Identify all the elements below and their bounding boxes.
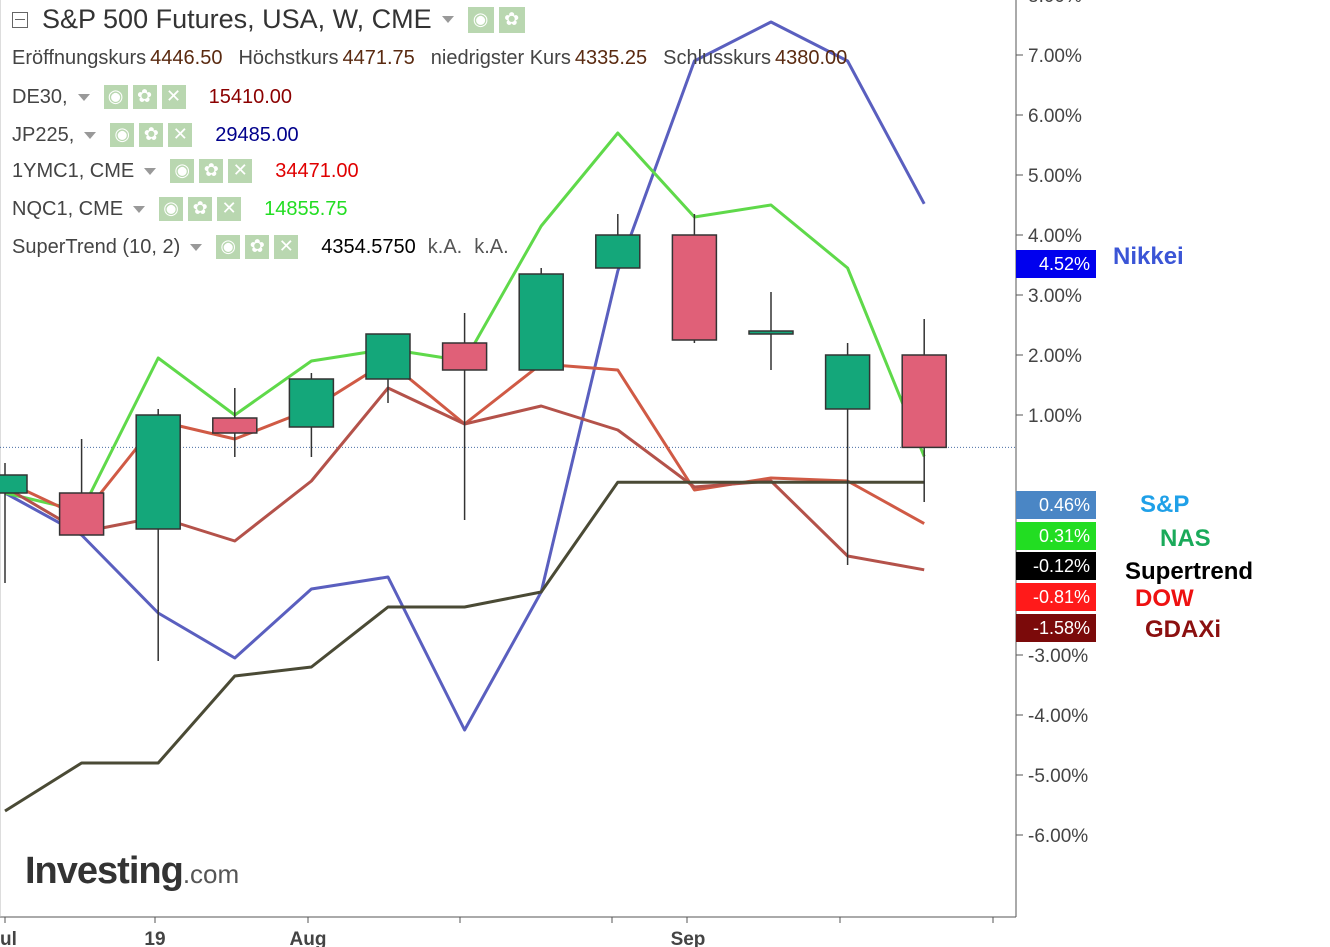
label-nas: NAS: [1160, 525, 1211, 552]
label-gdaxi: GDAXi: [1145, 616, 1222, 643]
candle-body: [901, 354, 947, 449]
logo-suffix: .com: [182, 859, 240, 889]
y-tick-label: -3.00%: [1028, 646, 1088, 667]
candle-body: [748, 330, 794, 335]
x-tick-label: Aug: [290, 929, 327, 947]
x-tick-label: Sep: [671, 929, 706, 947]
y-tick-label: 2.00%: [1028, 346, 1082, 367]
tag-nas: 0.31%: [1016, 522, 1096, 550]
investing-logo: Investing.com: [25, 850, 239, 893]
tag-sp: 0.46%: [1016, 491, 1096, 519]
y-tick-label: 7.00%: [1028, 46, 1082, 67]
y-tick-label: -6.00%: [1028, 826, 1088, 847]
candle-body: [212, 417, 258, 434]
y-tick-label: 3.00%: [1028, 286, 1082, 307]
candle-body: [58, 492, 105, 536]
y-tick-label: 4.00%: [1028, 226, 1082, 247]
y-tick-label: -4.00%: [1028, 706, 1088, 727]
y-tick-label: 8.00%: [1028, 0, 1082, 7]
tag-supertrend: -0.12%: [1016, 552, 1096, 580]
y-tick-label: -5.00%: [1028, 766, 1088, 787]
candle-body: [135, 414, 181, 530]
tag-dow: -0.81%: [1016, 583, 1096, 611]
y-tick-label: 6.00%: [1028, 106, 1082, 127]
candles-layer: [0, 214, 947, 661]
candle-body: [0, 474, 28, 494]
series-line-supertrend: [4, 480, 925, 813]
x-tick-label: 19: [144, 929, 165, 947]
candle-body: [441, 342, 488, 371]
logo-main: Investing: [25, 850, 184, 892]
tag-gdaxi: -1.58%: [1016, 614, 1096, 642]
y-tick-label: 1.00%: [1028, 406, 1082, 427]
candle-body: [671, 234, 718, 341]
candle-body: [365, 333, 411, 380]
candle-body: [518, 273, 564, 371]
candle-body: [288, 378, 335, 428]
x-tick-label: ul: [0, 929, 17, 947]
tag-nikkei: 4.52%: [1016, 250, 1096, 278]
label-nikkei: Nikkei: [1113, 243, 1184, 270]
candle-body: [824, 354, 871, 410]
label-sp: S&P: [1140, 491, 1190, 518]
label-supertrend: Supertrend: [1125, 558, 1254, 585]
label-dow: DOW: [1135, 585, 1194, 612]
y-tick-label: 5.00%: [1028, 166, 1082, 187]
candle-body: [595, 234, 641, 269]
